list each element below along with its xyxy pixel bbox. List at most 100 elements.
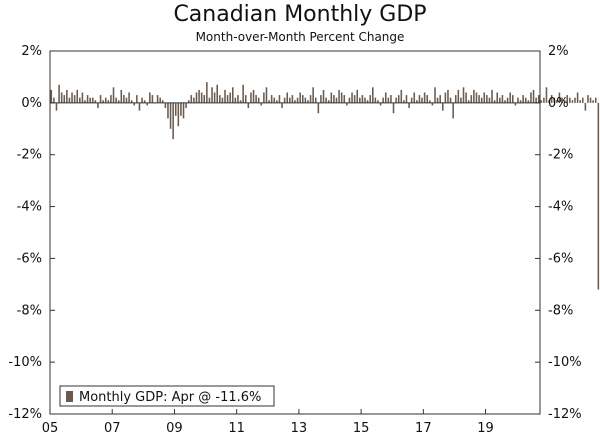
bar <box>216 84 218 103</box>
bar <box>431 102 434 106</box>
bar <box>156 95 159 103</box>
bar <box>322 89 325 103</box>
bar <box>294 100 296 103</box>
bar <box>462 87 465 103</box>
bar <box>325 97 327 103</box>
bar <box>372 87 374 103</box>
bar <box>242 84 244 103</box>
bar <box>327 100 330 103</box>
bar <box>366 100 369 103</box>
bar <box>558 92 561 103</box>
bar <box>291 95 294 103</box>
bar <box>597 102 600 290</box>
bar <box>506 97 509 103</box>
y-tick-label-right: -12% <box>548 407 582 422</box>
bar <box>112 87 115 103</box>
bar <box>491 89 493 103</box>
bar <box>141 97 143 103</box>
y-tick-label-right: -10% <box>548 355 582 370</box>
bar <box>278 95 281 103</box>
bar <box>226 95 229 103</box>
bar <box>263 92 265 103</box>
x-tick-label: 05 <box>42 421 59 436</box>
bar <box>117 100 120 103</box>
bar <box>66 89 68 103</box>
bar <box>244 95 247 103</box>
bar <box>104 97 107 103</box>
bar <box>81 92 84 103</box>
bar <box>504 100 506 103</box>
bar-series <box>50 82 600 290</box>
bar <box>107 100 110 103</box>
legend-swatch <box>66 391 73 402</box>
bar <box>356 89 358 103</box>
bar <box>312 87 314 103</box>
legend-label: Monthly GDP: Apr @ -11.6% <box>79 390 261 405</box>
bar <box>410 97 413 103</box>
bar <box>273 97 276 103</box>
bar <box>478 95 480 103</box>
bar <box>53 97 55 103</box>
bar <box>136 95 138 103</box>
chart-subtitle: Month-over-Month Percent Change <box>195 30 405 44</box>
bar <box>457 89 460 103</box>
bar <box>377 100 379 103</box>
x-tick-label: 11 <box>228 421 245 436</box>
bar <box>115 97 117 103</box>
bar <box>493 100 496 103</box>
bar <box>579 100 581 103</box>
bar <box>392 102 395 114</box>
bar <box>405 95 408 103</box>
bar <box>442 102 444 111</box>
bar <box>221 97 224 103</box>
bar <box>68 97 71 103</box>
bar <box>99 95 102 103</box>
bar <box>309 95 312 103</box>
bar <box>576 92 579 103</box>
bar <box>379 102 382 106</box>
bar <box>198 89 200 103</box>
bar <box>416 100 418 103</box>
bar <box>418 95 421 103</box>
bar <box>260 102 263 106</box>
bar <box>50 89 53 103</box>
bar <box>369 95 371 103</box>
bar <box>55 102 58 111</box>
bar <box>400 89 403 103</box>
bar <box>359 97 361 103</box>
bar <box>276 100 278 103</box>
bar <box>151 95 154 103</box>
bar <box>439 95 441 103</box>
bar <box>496 92 498 103</box>
legend: Monthly GDP: Apr @ -11.6% <box>59 385 275 407</box>
bar <box>582 97 584 103</box>
bar <box>382 97 384 103</box>
bar <box>257 97 260 103</box>
bar <box>470 95 473 103</box>
bar <box>473 89 475 103</box>
y-tick-label-right: 0% <box>548 96 569 111</box>
bar <box>237 95 239 103</box>
x-tick-label: 19 <box>477 421 494 436</box>
bar <box>460 97 462 103</box>
bar <box>519 100 522 103</box>
bar <box>182 102 185 119</box>
bar <box>320 95 322 103</box>
bar <box>550 95 553 103</box>
y-tick-label-right: -6% <box>548 251 573 266</box>
bar <box>86 95 89 103</box>
bar <box>296 97 299 103</box>
bar <box>208 97 211 103</box>
bar <box>390 95 392 103</box>
bar <box>574 97 576 103</box>
bar <box>76 89 78 103</box>
bar <box>486 95 488 103</box>
bar <box>58 84 60 103</box>
bar <box>594 97 597 103</box>
bar <box>314 97 317 103</box>
bar <box>452 102 454 119</box>
bar <box>423 92 426 103</box>
bar <box>128 92 130 103</box>
bar <box>537 95 540 103</box>
y-tick-label-left: -2% <box>17 148 42 163</box>
